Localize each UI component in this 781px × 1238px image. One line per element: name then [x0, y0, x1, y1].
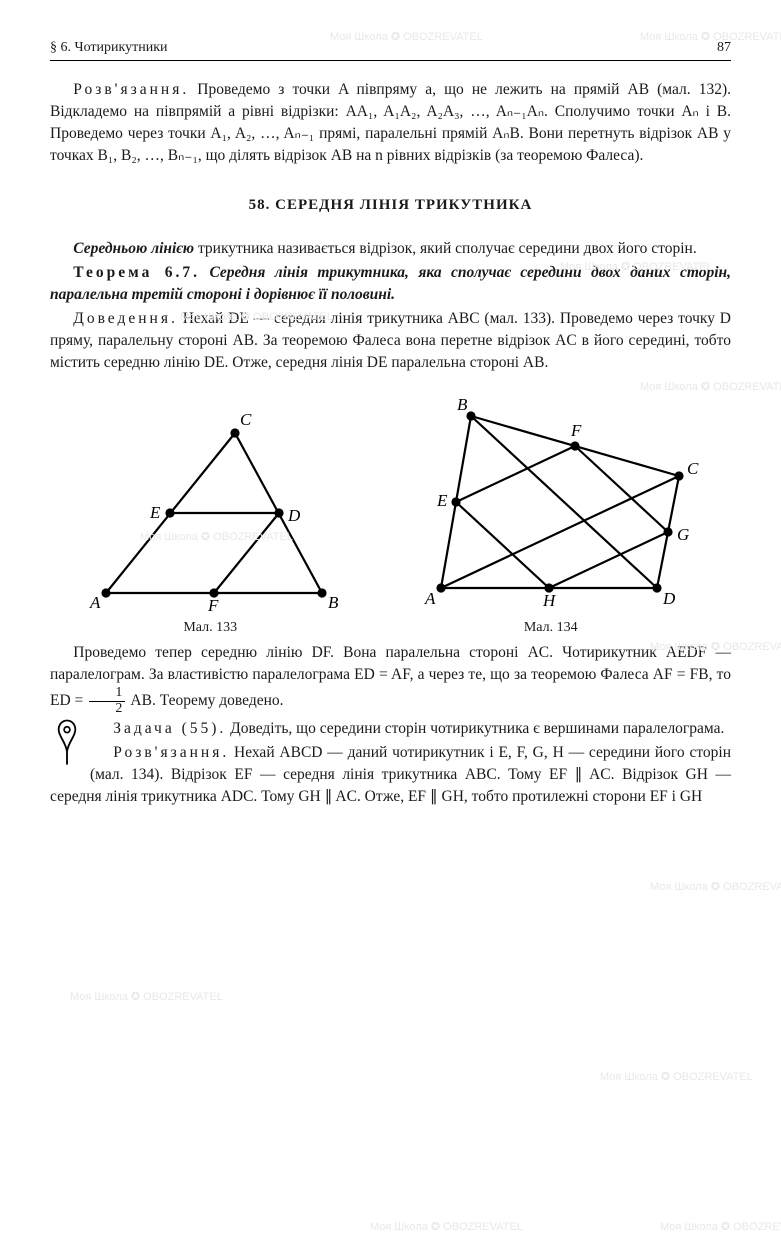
svg-text:H: H [542, 591, 557, 610]
watermark: Моя Школа ✪ OBOZREVATEL [370, 1220, 523, 1233]
svg-text:E: E [149, 503, 161, 522]
svg-text:F: F [570, 421, 582, 440]
solution-lead-1: Розв'язання. [73, 81, 189, 98]
solution-paragraph-2: Розв'язання. Нехай ABCD — даний чотирику… [50, 742, 731, 808]
watermark: Моя Школа ✪ OBOZREVATEL [660, 1220, 781, 1233]
theorem-paragraph: Теорема 6.7. Середня лінія трикутника, я… [50, 262, 731, 306]
watermark: Моя Школа ✪ OBOZREVATEL [70, 990, 223, 1003]
svg-text:C: C [240, 410, 252, 429]
page-header: § 6. Чотирикутники 87 [50, 40, 731, 61]
proof-continuation: Проведемо тепер середню лінію DF. Вона п… [50, 642, 731, 716]
svg-text:A: A [89, 593, 101, 612]
textbook-page: § 6. Чотирикутники 87 Розв'язання. Прове… [0, 0, 781, 840]
problem-body: Доведіть, що середини сторін чотирикутни… [226, 720, 724, 737]
svg-text:E: E [436, 491, 448, 510]
definition-body: трикутника називається відрізок, який сп… [194, 240, 697, 257]
figure-134-caption: Мал. 134 [401, 620, 701, 636]
svg-text:B: B [457, 395, 468, 414]
proof-paragraph: Доведення. Нехай DE — середня лінія трик… [50, 308, 731, 374]
proof-cont-b: AB. Теорему доведено. [127, 692, 283, 709]
quadrilateral-diagram: A B C D E F G H [401, 388, 701, 618]
definition-paragraph: Середньою лінією трикутника називається … [50, 238, 731, 260]
problem-paragraph: Задача (55). Доведіть, що середини сторі… [50, 718, 731, 740]
svg-text:F: F [207, 596, 219, 615]
svg-text:C: C [687, 459, 699, 478]
proof-lead: Доведення. [73, 310, 178, 327]
svg-text:B: B [328, 593, 339, 612]
svg-text:D: D [662, 589, 676, 608]
figure-134: A B C D E F G H Мал. 134 [401, 388, 701, 636]
solution-lead-2: Розв'язання. [113, 744, 229, 761]
watermark: Моя Школа ✪ OBOZREVATEL [650, 880, 781, 893]
fraction-half: 12 [89, 686, 125, 716]
svg-text:A: A [424, 589, 436, 608]
section-breadcrumb: § 6. Чотирикутники [50, 40, 168, 56]
section-title: 58. СЕРЕДНЯ ЛІНІЯ ТРИКУТНИКА [50, 197, 731, 214]
svg-text:G: G [677, 525, 689, 544]
figure-133-caption: Мал. 133 [80, 620, 340, 636]
theorem-label: Теорема 6.7. [73, 264, 200, 281]
definition-term: Середньою лінією [73, 240, 194, 257]
figure-133: A B C D E F Мал. 133 [80, 403, 340, 636]
page-number: 87 [717, 40, 731, 56]
problem-lead: Задача (55). [113, 720, 226, 737]
svg-text:D: D [287, 506, 301, 525]
triangle-diagram: A B C D E F [80, 403, 340, 618]
solution-paragraph-1: Розв'язання. Проведемо з точки A півпрям… [50, 79, 731, 167]
watermark: Моя Школа ✪ OBOZREVATEL [600, 1070, 753, 1083]
figures-row: A B C D E F Мал. 133 A B C D E F G H Мал. 134 [50, 388, 731, 636]
pen-nib-icon [50, 718, 84, 768]
